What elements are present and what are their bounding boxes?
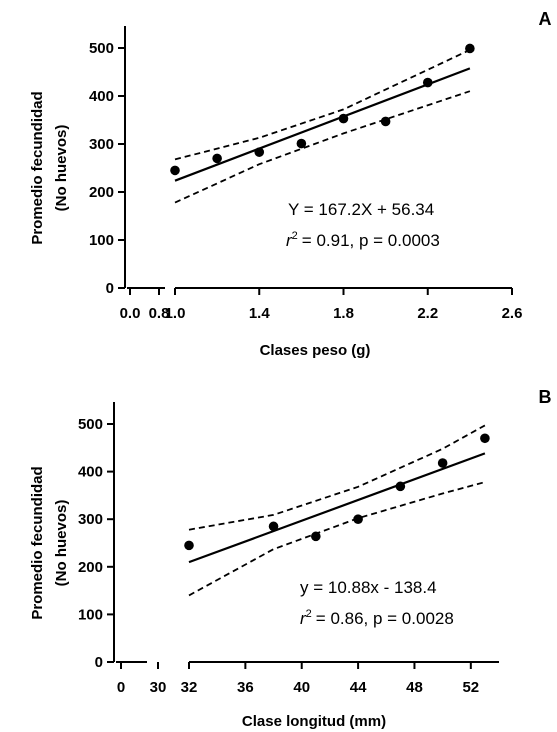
r-squared-annotation: r2 = 0.91, p = 0.0003 [286, 230, 440, 250]
x-tick-label: 48 [406, 679, 423, 696]
data-point [465, 43, 475, 54]
data-point [311, 531, 321, 542]
x-tick-label: 36 [237, 679, 254, 696]
data-point [422, 77, 433, 88]
data-point [170, 165, 180, 176]
x-axis-title: Clase longitud (mm) [242, 713, 386, 730]
confidence-band-lower [174, 90, 471, 204]
x-tick-label: 2.6 [502, 305, 523, 322]
data-point [268, 521, 279, 532]
x-tick-label: 0.0 [120, 305, 141, 322]
regression-line [174, 67, 471, 182]
r-symbol: r [300, 609, 307, 628]
x-tick-label: 30 [150, 679, 167, 696]
regression-equation: y = 10.88x - 138.4 [300, 578, 437, 597]
y-tick-label: 300 [78, 511, 103, 528]
x-tick-label: 0.8 [149, 305, 170, 322]
panel-b: 0 100 200 300 400 500 0 30 32 36 40 44 48 52 Clase lon… [29, 387, 552, 730]
data-point [212, 153, 222, 164]
data-point [254, 147, 265, 157]
y-tick-label: 400 [78, 464, 103, 481]
y-tick-label: 200 [78, 559, 103, 576]
y-tick-label: 500 [78, 416, 103, 433]
data-point [437, 458, 448, 468]
x-tick-label: 2.2 [417, 305, 438, 322]
x-tick-label: 1.0 [165, 305, 186, 322]
x-tick-label: 1.4 [249, 305, 271, 322]
data-point [395, 481, 406, 492]
y-tick-label: 0 [95, 654, 103, 671]
y-tick-label: 500 [89, 40, 114, 57]
panel-label: B [539, 387, 552, 407]
y-tick-label: 400 [89, 88, 114, 105]
y-tick-label: 0 [106, 280, 114, 297]
data-point [380, 116, 391, 127]
data-point [338, 113, 349, 124]
confidence-band-upper [188, 424, 486, 531]
y-axis-title: Promedio fecundidad [29, 466, 46, 619]
r-squared-value: = 0.91, p = 0.0003 [302, 231, 440, 250]
y-axis-title-units: (No huevos) [53, 125, 70, 212]
y-tick-label: 200 [89, 184, 114, 201]
regression-equation: Y = 167.2X + 56.34 [288, 200, 434, 219]
data-point [480, 433, 490, 444]
y-tick-label: 300 [89, 136, 114, 153]
y-tick-label: 100 [89, 232, 114, 249]
r-squared-value: = 0.86, p = 0.0028 [316, 609, 454, 628]
x-tick-label: 52 [462, 679, 479, 696]
regression-line [188, 452, 486, 564]
data-point [353, 514, 363, 524]
x-tick-label: 40 [293, 679, 310, 696]
panel-a: 0 100 200 300 400 500 0.0 0.81.0 1.4 1.8 2.2 2.6 Cla… [29, 9, 552, 359]
y-axis-title-units: (No huevos) [53, 500, 70, 587]
x-tick-label: 32 [181, 679, 198, 696]
y-tick-label: 100 [78, 606, 103, 623]
data-point [296, 138, 307, 149]
x-tick-label: 0 [117, 679, 125, 696]
x-tick-label: 44 [350, 679, 367, 696]
r-squared-exponent: 2 [306, 608, 312, 620]
confidence-band-lower [188, 481, 486, 597]
confidence-band-upper [174, 49, 471, 161]
x-axis-title: Clases peso (g) [260, 342, 371, 359]
x-tick-label: 1.8 [333, 305, 354, 322]
r-symbol: r [286, 231, 293, 250]
panel-label: A [539, 9, 552, 29]
r-squared-annotation: r2 = 0.86, p = 0.0028 [300, 608, 454, 628]
y-axis-title: Promedio fecundidad [29, 91, 46, 244]
data-point [184, 540, 194, 551]
r-squared-exponent: 2 [292, 230, 298, 242]
